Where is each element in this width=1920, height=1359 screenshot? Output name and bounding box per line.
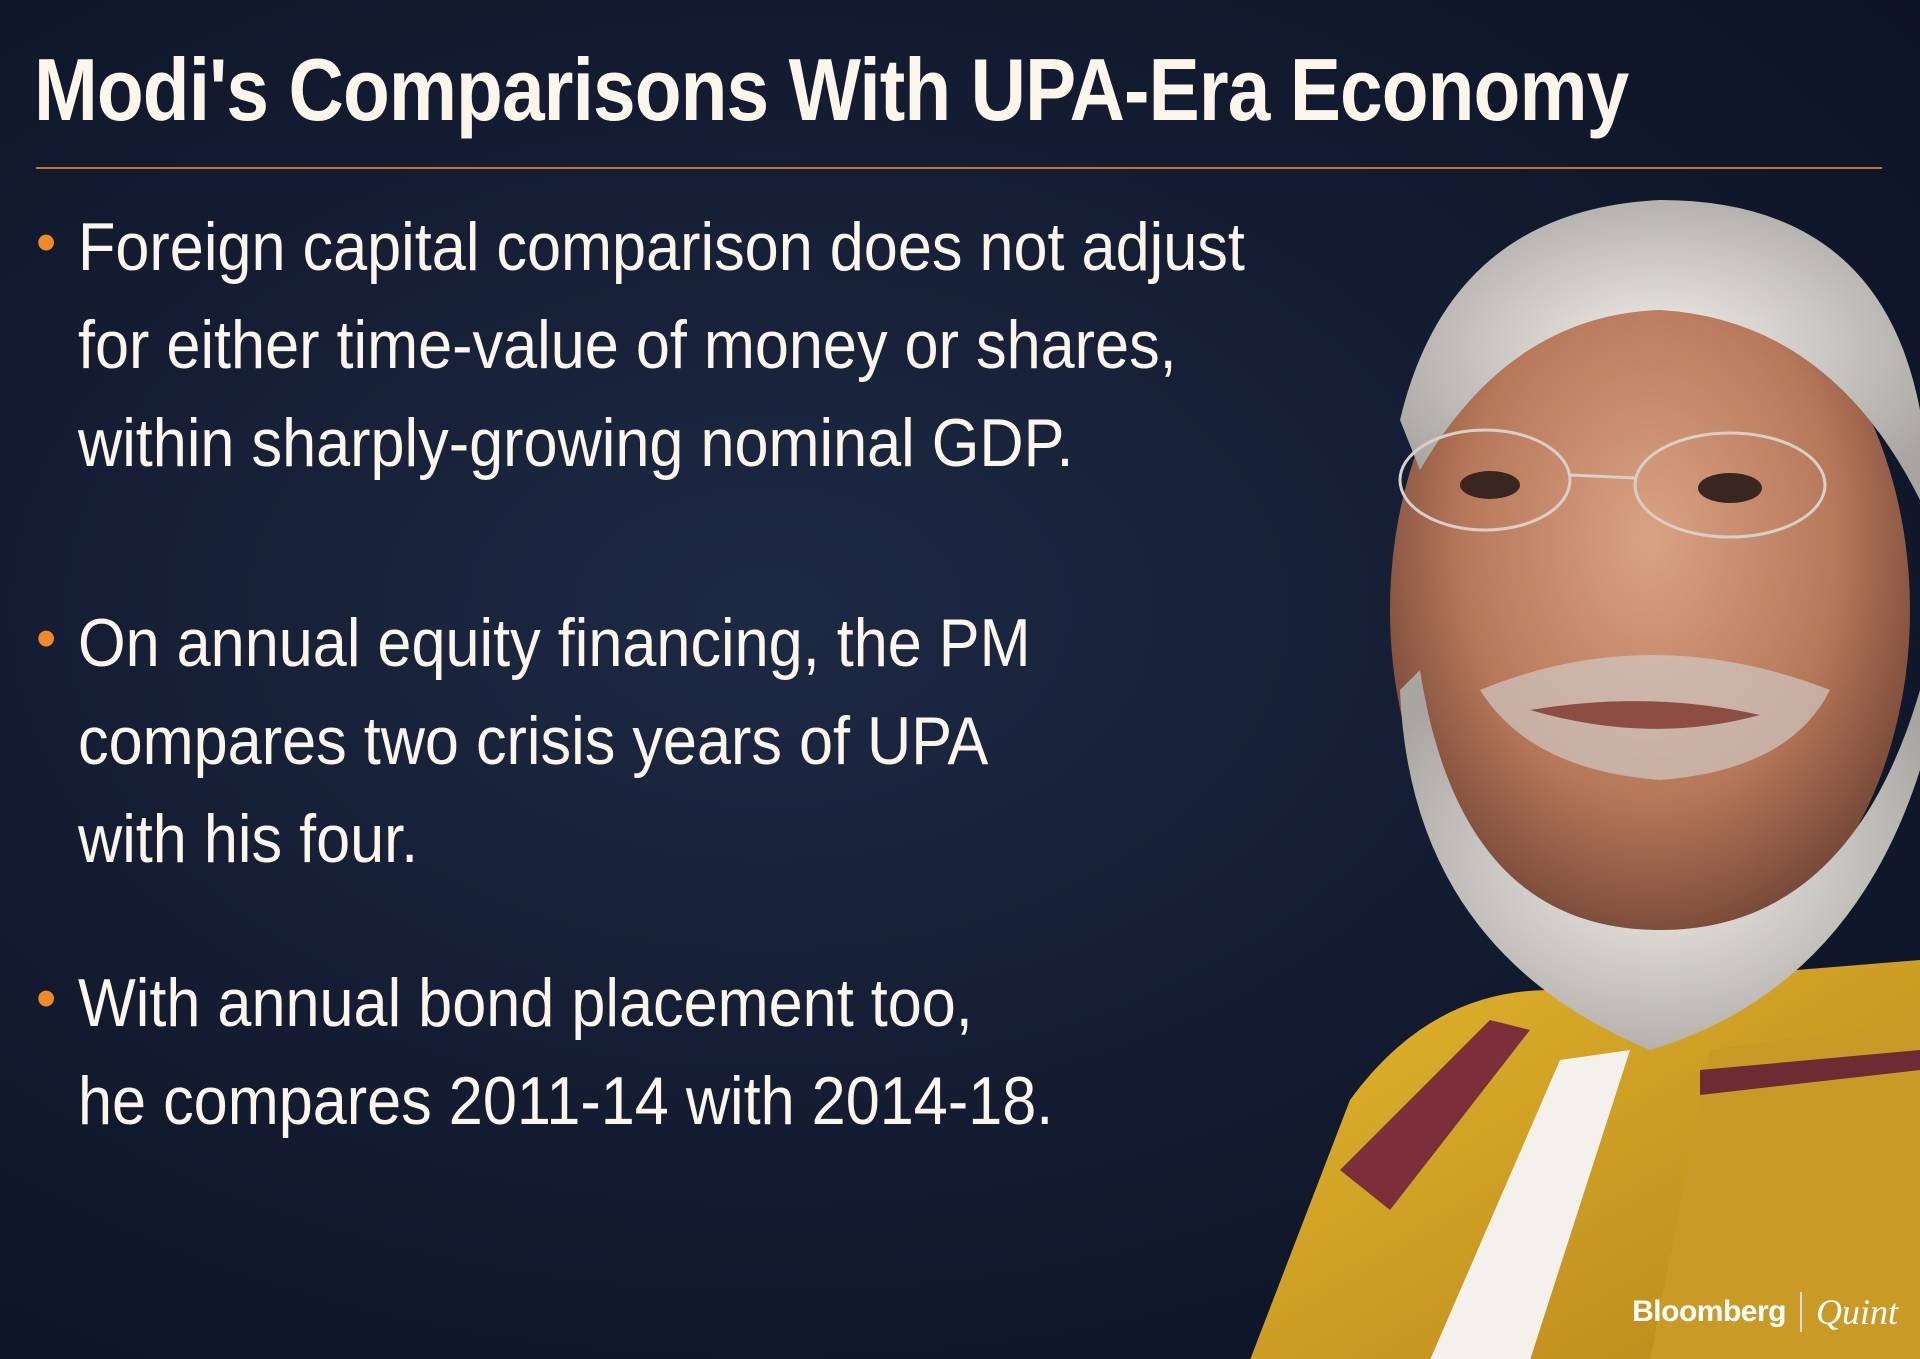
bullet-text: Foreign capital comparison does not adju… xyxy=(78,198,1266,492)
bullet-line: within sharply-growing nominal GDP. xyxy=(78,405,1074,481)
brand-separator xyxy=(1799,1292,1802,1332)
bullet-dot-icon: • xyxy=(36,210,57,275)
bullet-line: for either time-value of money or shares… xyxy=(78,307,1177,383)
brand-name: Bloomberg xyxy=(1632,1295,1786,1328)
bullet-item: • With annual bond placement too, he com… xyxy=(36,954,1416,1150)
bullet-line: On annual equity financing, the PM xyxy=(78,605,1031,681)
bullet-text: On annual equity financing, the PM compa… xyxy=(78,594,1266,888)
bullet-line: compares two crisis years of UPA xyxy=(78,703,989,779)
bullet-line: With annual bond placement too, xyxy=(78,965,973,1041)
brand-logo: Bloomberg Quint xyxy=(1632,1287,1898,1337)
bullet-dot-icon: • xyxy=(36,606,57,671)
bullet-text: With annual bond placement too, he compa… xyxy=(78,954,1266,1150)
bullet-dot-icon: • xyxy=(36,966,57,1031)
bullet-item: • Foreign capital comparison does not ad… xyxy=(36,198,1416,492)
bullet-item: • On annual equity financing, the PM com… xyxy=(36,594,1416,888)
page-title: Modi's Comparisons With UPA-Era Economy xyxy=(34,40,1629,139)
bullet-line: with his four. xyxy=(78,801,419,877)
bullet-line: Foreign capital comparison does not adju… xyxy=(78,209,1245,285)
brand-sub: Quint xyxy=(1815,1292,1898,1332)
portrait-photo xyxy=(1250,200,1920,1359)
bullet-line: he compares 2011-14 with 2014-18. xyxy=(78,1063,1054,1139)
title-divider xyxy=(36,167,1882,169)
